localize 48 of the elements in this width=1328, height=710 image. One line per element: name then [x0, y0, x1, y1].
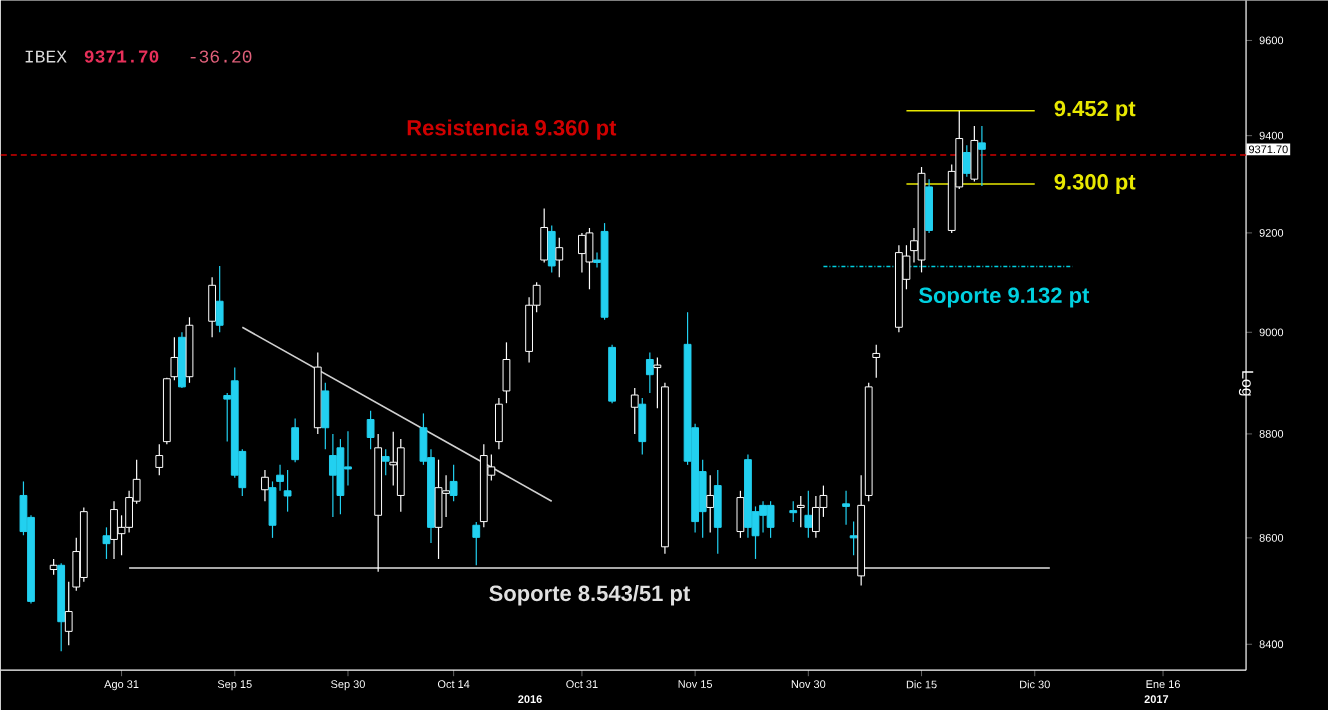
candlestick: [449, 464, 458, 502]
candlestick: [110, 500, 118, 560]
candlestick: [208, 276, 217, 338]
candlestick: [962, 144, 971, 178]
candlestick: [102, 526, 111, 560]
candlestick: [366, 410, 375, 450]
candlestick: [472, 521, 481, 566]
candlestick: [381, 448, 390, 476]
ref-line-label: Resistencia 9.360 pt: [407, 119, 617, 140]
candlestick: [925, 178, 933, 234]
candlestick: [540, 207, 549, 264]
series-label: Soporte 8.543/51 pt: [489, 584, 690, 606]
candlestick: [215, 265, 224, 333]
candlestick: [796, 495, 805, 528]
candlestick: [502, 341, 511, 404]
candlestick: [283, 469, 292, 513]
candlestick: [547, 224, 556, 273]
candlestick: [766, 500, 775, 539]
candlestick: [804, 490, 813, 539]
candlestick: [261, 469, 269, 502]
candlestick: [849, 520, 858, 556]
candlestick: [321, 382, 330, 450]
series-label: 9.452 pt: [1054, 100, 1136, 121]
candlestick: [645, 351, 654, 394]
candlestick: [970, 125, 979, 183]
candlestick: [789, 500, 798, 523]
candlestick: [328, 433, 337, 518]
text: IBEX: [25, 50, 67, 63]
candlestick: [638, 397, 647, 456]
candlestick: [713, 469, 722, 555]
series-label: 9.300 pt: [1054, 174, 1136, 194]
candlestick: [706, 474, 715, 534]
candlestick: [155, 443, 164, 476]
candlestick: [291, 417, 300, 463]
candlestick: [585, 227, 594, 290]
series-label: Soporte 9.132 pt: [918, 287, 1090, 308]
candlestick: [630, 387, 639, 435]
candlestick: [872, 344, 881, 379]
candlestick: [978, 125, 986, 187]
candlestick: [336, 438, 345, 515]
annotation: 9371.70: [84, 50, 159, 63]
candlestick: [495, 397, 503, 450]
candlestick: [555, 237, 564, 278]
annotation: -36.20: [190, 50, 252, 63]
candlestick: [842, 490, 850, 526]
candlestick: [736, 490, 745, 539]
candlestick: [396, 438, 405, 513]
candlestick: [434, 459, 443, 560]
